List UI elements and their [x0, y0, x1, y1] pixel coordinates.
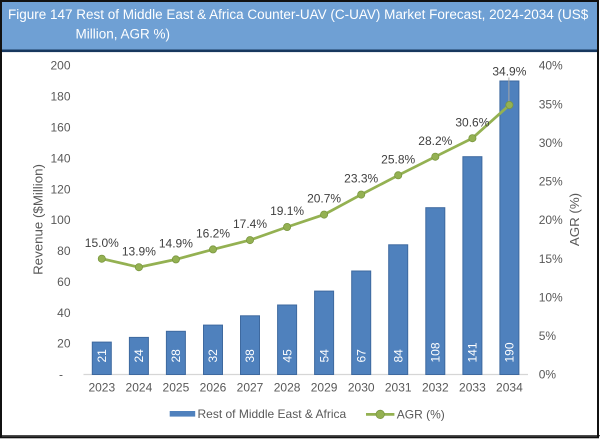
svg-text:200: 200: [50, 59, 70, 73]
svg-text:40: 40: [57, 306, 71, 320]
svg-text:5%: 5%: [539, 329, 557, 343]
svg-text:2026: 2026: [200, 381, 227, 395]
svg-text:17.4%: 17.4%: [233, 217, 267, 231]
svg-text:21: 21: [95, 349, 109, 363]
svg-text:13.9%: 13.9%: [122, 244, 156, 258]
svg-text:32: 32: [206, 349, 220, 363]
svg-text:2023: 2023: [88, 381, 115, 395]
svg-text:16.2%: 16.2%: [196, 227, 230, 241]
svg-text:35%: 35%: [539, 97, 563, 111]
svg-text:20: 20: [57, 337, 71, 351]
svg-text:14.9%: 14.9%: [159, 237, 193, 251]
svg-text:2029: 2029: [311, 381, 338, 395]
svg-text:Million, AGR %): Million, AGR %): [76, 27, 171, 42]
svg-text:190: 190: [503, 342, 517, 362]
svg-text:20.7%: 20.7%: [307, 192, 341, 206]
svg-text:2028: 2028: [274, 381, 301, 395]
svg-text:Figure 147 Rest of Middle East: Figure 147 Rest of Middle East & Africa …: [8, 7, 589, 22]
svg-text:108: 108: [429, 342, 443, 362]
svg-text:67: 67: [354, 349, 368, 363]
svg-text:Revenue ($Million): Revenue ($Million): [31, 164, 46, 275]
svg-text:AGR (%): AGR (%): [397, 408, 445, 422]
svg-text:84: 84: [391, 349, 405, 363]
svg-text:2032: 2032: [422, 381, 449, 395]
svg-text:-: -: [59, 368, 63, 382]
svg-text:10%: 10%: [539, 290, 563, 304]
svg-text:2031: 2031: [385, 381, 412, 395]
svg-text:2033: 2033: [459, 381, 486, 395]
svg-text:30%: 30%: [539, 136, 563, 150]
svg-text:100: 100: [50, 213, 70, 227]
svg-text:19.1%: 19.1%: [270, 204, 304, 218]
svg-text:45: 45: [280, 349, 294, 363]
svg-text:40%: 40%: [539, 59, 563, 73]
svg-text:30.6%: 30.6%: [455, 115, 489, 129]
svg-text:15%: 15%: [539, 252, 563, 266]
svg-text:38: 38: [243, 349, 257, 363]
svg-text:2030: 2030: [348, 381, 375, 395]
svg-text:15.0%: 15.0%: [85, 236, 119, 250]
svg-text:2024: 2024: [126, 381, 153, 395]
svg-text:25%: 25%: [539, 175, 563, 189]
svg-text:23.3%: 23.3%: [344, 172, 378, 186]
svg-text:2027: 2027: [237, 381, 264, 395]
svg-text:140: 140: [50, 151, 70, 165]
svg-text:2025: 2025: [163, 381, 190, 395]
svg-text:25.8%: 25.8%: [381, 152, 415, 166]
svg-text:141: 141: [466, 342, 480, 362]
svg-text:34.9%: 34.9%: [492, 65, 526, 79]
svg-text:0%: 0%: [539, 368, 557, 382]
svg-text:60: 60: [57, 275, 71, 289]
svg-text:24: 24: [132, 349, 146, 363]
svg-text:28: 28: [169, 349, 183, 363]
svg-text:AGR (%): AGR (%): [567, 193, 582, 246]
svg-text:80: 80: [57, 244, 71, 258]
svg-text:28.2%: 28.2%: [418, 134, 452, 148]
svg-text:54: 54: [317, 349, 331, 363]
svg-text:20%: 20%: [539, 213, 563, 227]
svg-text:160: 160: [50, 121, 70, 135]
svg-text:120: 120: [50, 182, 70, 196]
svg-text:Rest of Middle East & Africa: Rest of Middle East & Africa: [198, 407, 347, 421]
svg-text:180: 180: [50, 90, 70, 104]
svg-text:2034: 2034: [496, 381, 523, 395]
